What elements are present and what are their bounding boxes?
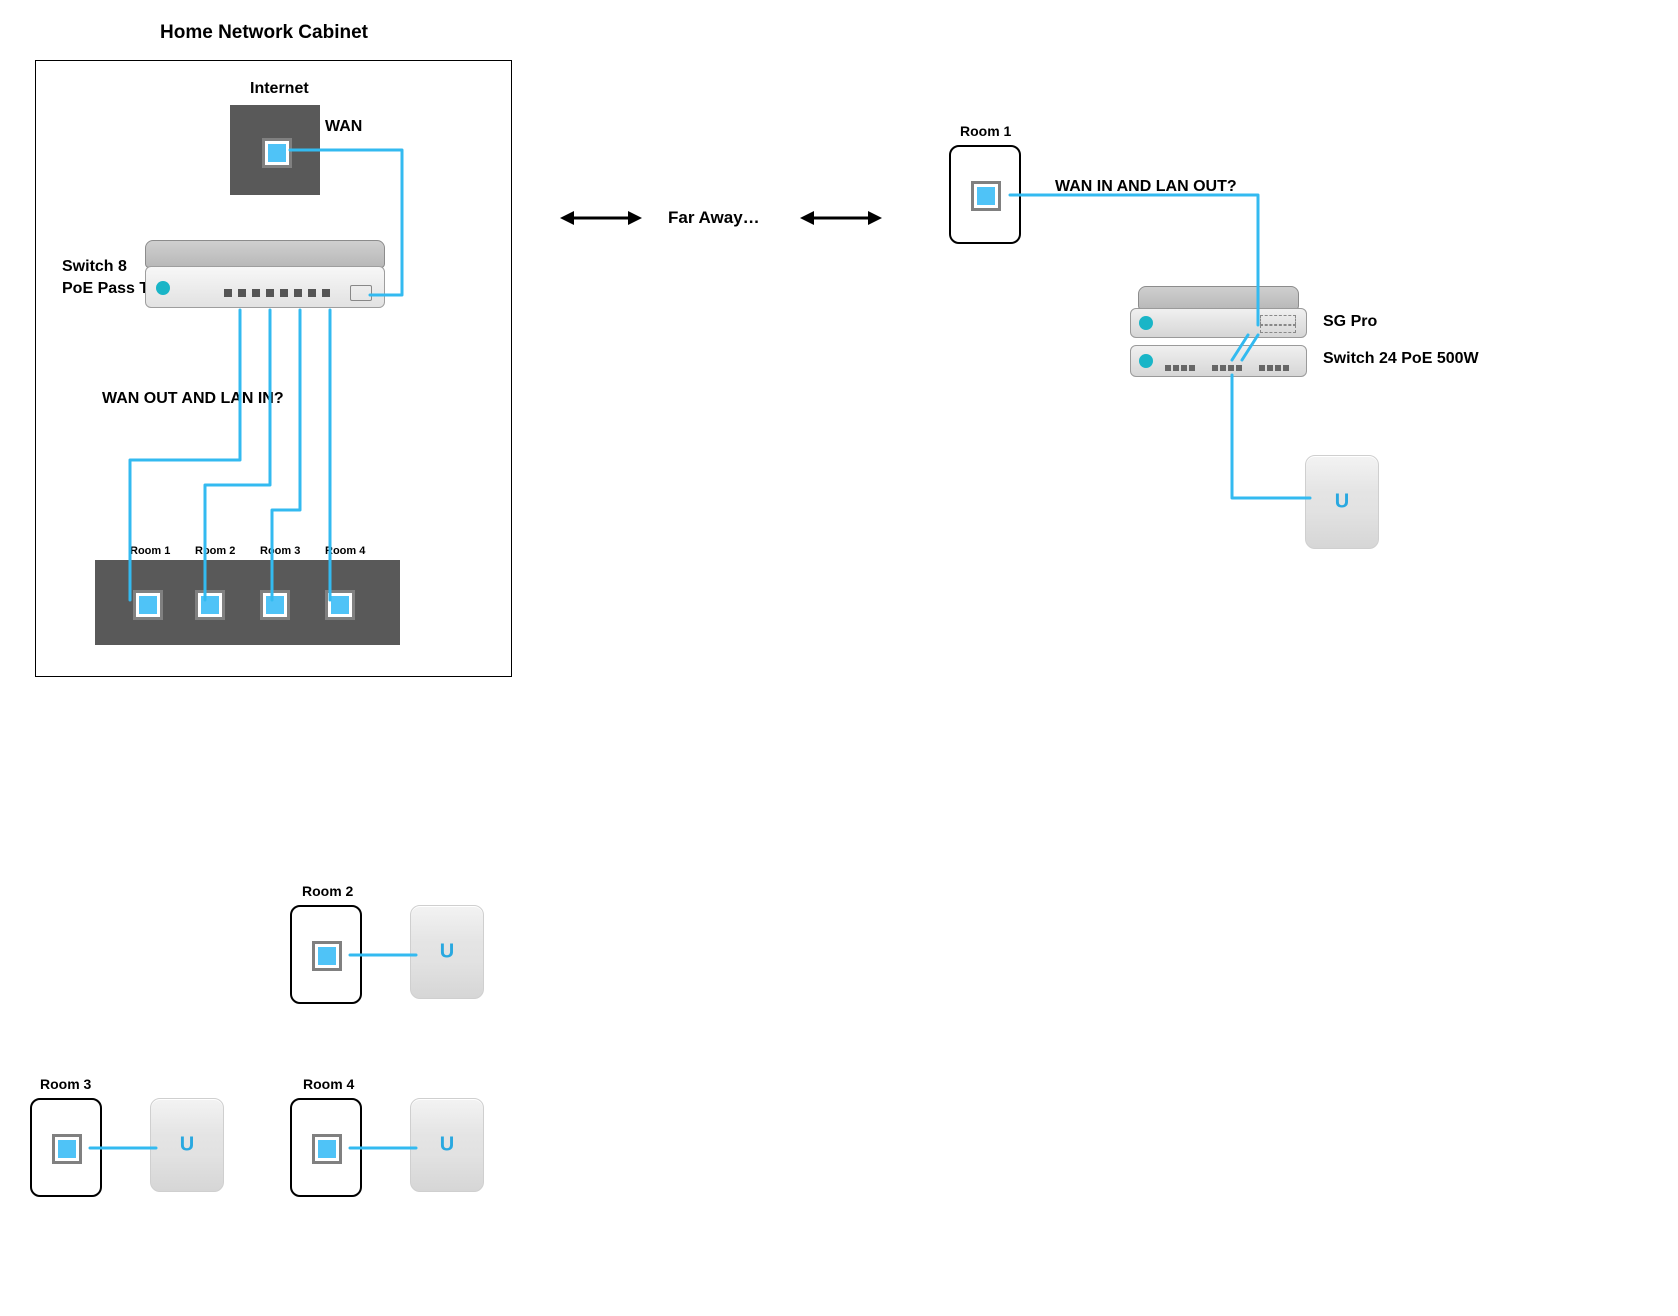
switch8-led xyxy=(156,281,170,295)
wan-in-lan-out-label: WAN IN AND LAN OUT? xyxy=(1055,178,1237,196)
room2-port xyxy=(312,941,342,971)
sgpro-top xyxy=(1138,286,1299,310)
room3-ap: U xyxy=(150,1098,224,1192)
room2-label: Room 2 xyxy=(302,883,353,899)
arrow-right xyxy=(800,206,882,230)
switch8-top xyxy=(145,240,385,268)
sgpro-led xyxy=(1139,316,1153,330)
switch24-led xyxy=(1139,354,1153,368)
ap-right: U xyxy=(1305,455,1379,549)
room3-label: Room 3 xyxy=(40,1076,91,1092)
room1-right-label: Room 1 xyxy=(960,123,1011,139)
ap-logo-icon: U xyxy=(180,1134,194,1157)
wan-out-lan-in-label: WAN OUT AND LAN IN? xyxy=(102,390,284,408)
patch-room-3-label: Room 3 xyxy=(260,545,300,557)
far-away-label: Far Away… xyxy=(668,208,760,228)
wan-port xyxy=(262,138,292,168)
room4-ap: U xyxy=(410,1098,484,1192)
room2-walljack xyxy=(290,905,362,1004)
patch-port-2 xyxy=(195,590,225,620)
room1-port xyxy=(971,181,1001,211)
switch24-body xyxy=(1130,345,1307,377)
wan-label: WAN xyxy=(325,118,362,136)
sgpro-label: SG Pro xyxy=(1323,313,1377,331)
switch24-label: Switch 24 PoE 500W xyxy=(1323,350,1479,368)
room3-walljack xyxy=(30,1098,102,1197)
room4-port xyxy=(312,1134,342,1164)
patch-port-3 xyxy=(260,590,290,620)
room4-walljack xyxy=(290,1098,362,1197)
patch-port-4 xyxy=(325,590,355,620)
ap-logo-icon: U xyxy=(440,1134,454,1157)
cabinet-title: Home Network Cabinet xyxy=(160,22,368,44)
patch-port-1 xyxy=(133,590,163,620)
switch8-body xyxy=(145,266,385,308)
ap-logo-icon: U xyxy=(440,941,454,964)
sgpro-body xyxy=(1130,308,1307,338)
patch-room-4-label: Room 4 xyxy=(325,545,365,557)
room4-label: Room 4 xyxy=(303,1076,354,1092)
patch-room-1-label: Room 1 xyxy=(130,545,170,557)
arrow-left xyxy=(560,206,642,230)
internet-label: Internet xyxy=(250,80,309,98)
room3-port xyxy=(52,1134,82,1164)
room1-walljack xyxy=(949,145,1021,244)
ap-logo-icon: U xyxy=(1335,491,1349,514)
room2-ap: U xyxy=(410,905,484,999)
patch-room-2-label: Room 2 xyxy=(195,545,235,557)
